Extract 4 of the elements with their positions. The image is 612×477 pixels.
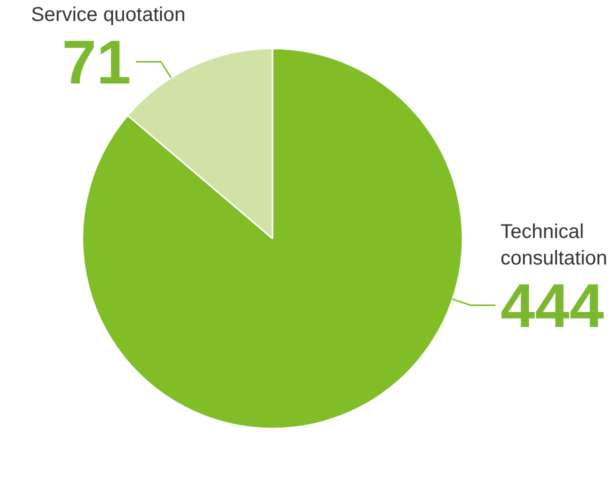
- data-label: 444: [500, 272, 605, 341]
- slice-label: Technical consultation: [500, 220, 608, 270]
- data-label: 71: [62, 28, 131, 98]
- slice-label: Service quotation: [30, 4, 186, 26]
